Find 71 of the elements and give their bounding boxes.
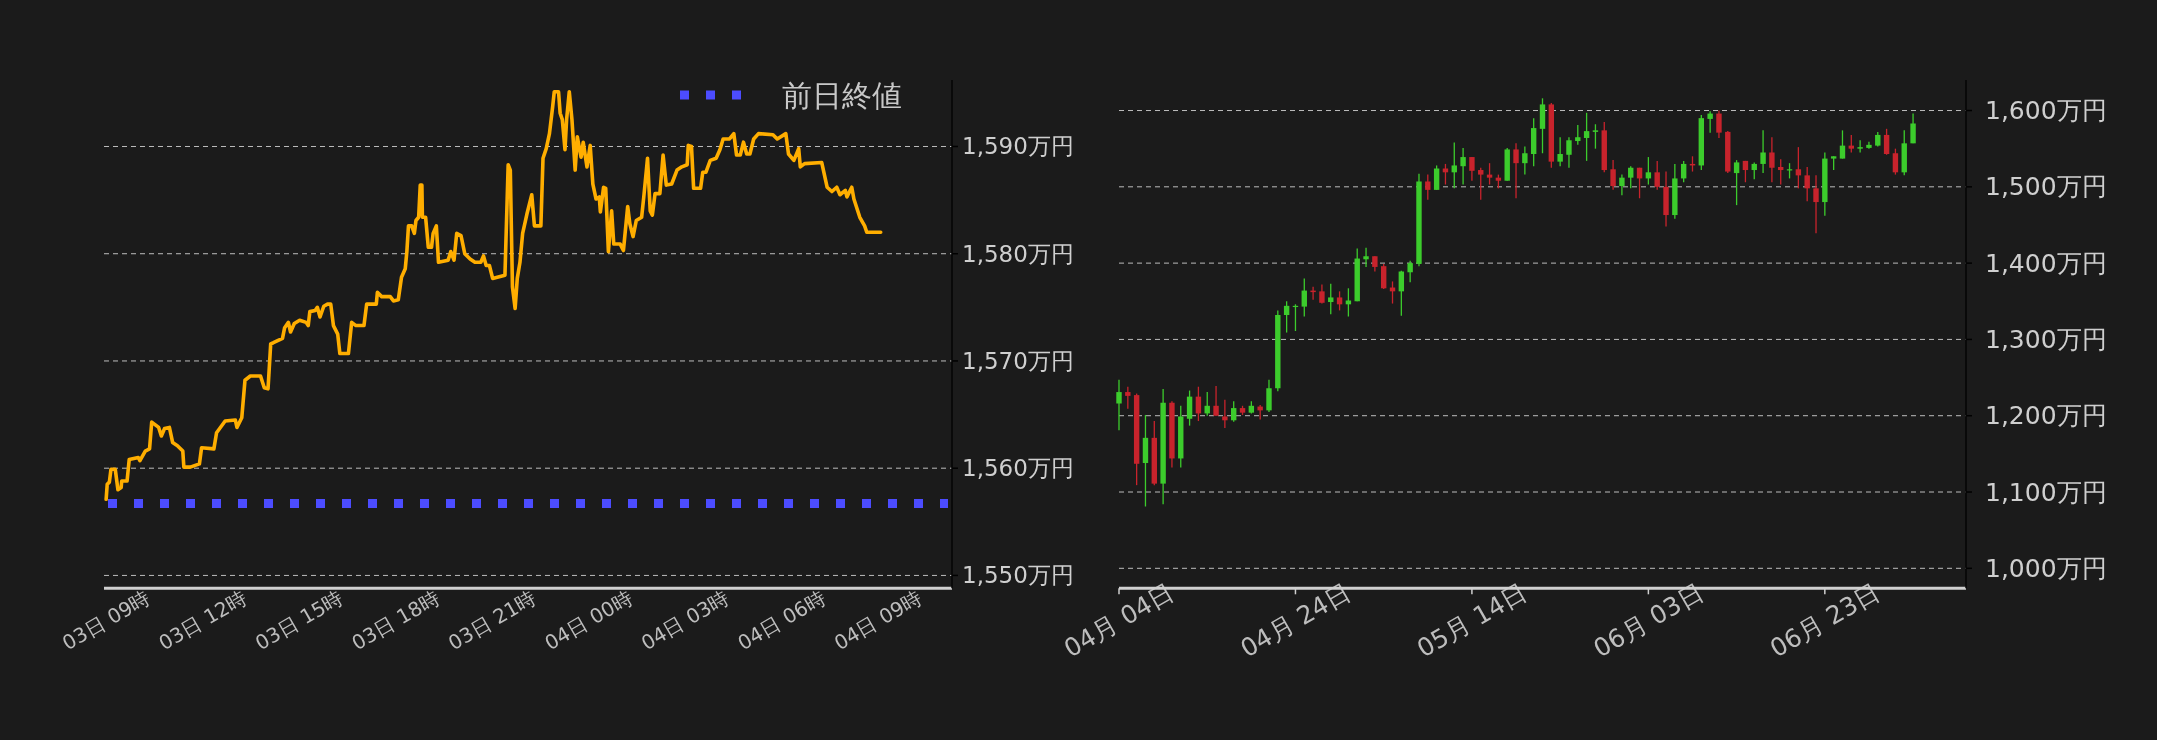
candlestick	[1486, 162, 1493, 186]
candlestick	[1628, 165, 1634, 189]
candlestick	[1460, 147, 1466, 186]
candlestick	[1425, 173, 1431, 201]
y-tick-label: 1,200万円	[1985, 401, 2107, 431]
candlestick	[1892, 148, 1899, 176]
candlestick	[1469, 156, 1475, 182]
candlestick	[1513, 142, 1519, 199]
candlestick	[1575, 124, 1581, 146]
candlestick	[1125, 386, 1131, 410]
x-tick-label: 03日 21時	[443, 585, 541, 656]
x-tick-label: 04日 00時	[540, 585, 637, 656]
candlestick	[1583, 112, 1590, 162]
candlestick	[1407, 260, 1413, 283]
y-tick-label: 1,600万円	[1985, 96, 2107, 126]
candlestick	[1231, 400, 1237, 423]
candlestick	[1619, 173, 1625, 196]
candlestick	[1266, 379, 1272, 413]
candlestick	[1478, 167, 1484, 201]
candlestick	[1813, 174, 1819, 235]
candlestick	[1592, 123, 1599, 150]
candlestick	[1557, 136, 1563, 167]
candlestick	[1522, 145, 1528, 176]
candlestick	[1116, 379, 1122, 431]
x-tick-label: 03日 12時	[154, 585, 251, 656]
y-tick-label: 1,000万円	[1985, 553, 2107, 583]
y-tick-label: 1,400万円	[1985, 248, 2107, 278]
candlestick	[1222, 399, 1228, 429]
candlestick	[1186, 389, 1193, 427]
x-tick-label: 03日 15時	[251, 585, 348, 656]
candlestick	[1795, 146, 1802, 189]
y-tick-label: 1,550万円	[962, 562, 1074, 589]
y-tick-label: 1,570万円	[962, 347, 1074, 374]
candlestick	[1707, 110, 1713, 134]
y-tick-label: 1,300万円	[1985, 324, 2107, 354]
candlestick	[1328, 283, 1334, 315]
y-tick-label: 1,100万円	[1985, 477, 2107, 507]
candlestick	[1451, 141, 1457, 189]
y-tick-label: 1,560万円	[962, 455, 1074, 482]
candlestick	[1769, 136, 1775, 183]
candlestick	[1857, 139, 1863, 154]
y-tick-label: 1,500万円	[1985, 172, 2107, 202]
candlestick	[1680, 160, 1687, 183]
x-tick-label: 04日 06時	[733, 585, 830, 656]
candlestick	[1839, 129, 1846, 160]
candlestick	[1778, 158, 1784, 186]
y-tick-label: 1,590万円	[962, 133, 1074, 160]
x-tick-label: 04日 03時	[636, 585, 734, 656]
candlestick	[1610, 159, 1616, 191]
candlestick	[1380, 263, 1387, 290]
candlestick	[1910, 112, 1916, 144]
candlestick	[1804, 166, 1810, 202]
candlestick	[1566, 136, 1572, 169]
candlestick	[1645, 156, 1652, 186]
x-tick-label: 03日 09時	[58, 585, 155, 656]
candlestick	[1283, 300, 1290, 334]
candlestick	[1336, 290, 1343, 312]
x-tick-label: 04日 09時	[829, 585, 927, 656]
candlestick	[1433, 164, 1440, 191]
candlestick	[1716, 109, 1722, 139]
y-tick-label: 1,580万円	[962, 240, 1074, 267]
candlestick	[1213, 385, 1219, 417]
candlestick	[1319, 283, 1325, 305]
candlestick	[1733, 159, 1740, 206]
x-tick-label: 03日 18時	[347, 585, 444, 656]
legend-label: 前日終値	[782, 77, 902, 113]
candlestick	[1654, 160, 1660, 191]
candlestick	[1301, 277, 1307, 318]
candlestick	[1883, 128, 1890, 156]
candlestick	[1760, 129, 1766, 174]
candlestick	[1363, 247, 1369, 268]
